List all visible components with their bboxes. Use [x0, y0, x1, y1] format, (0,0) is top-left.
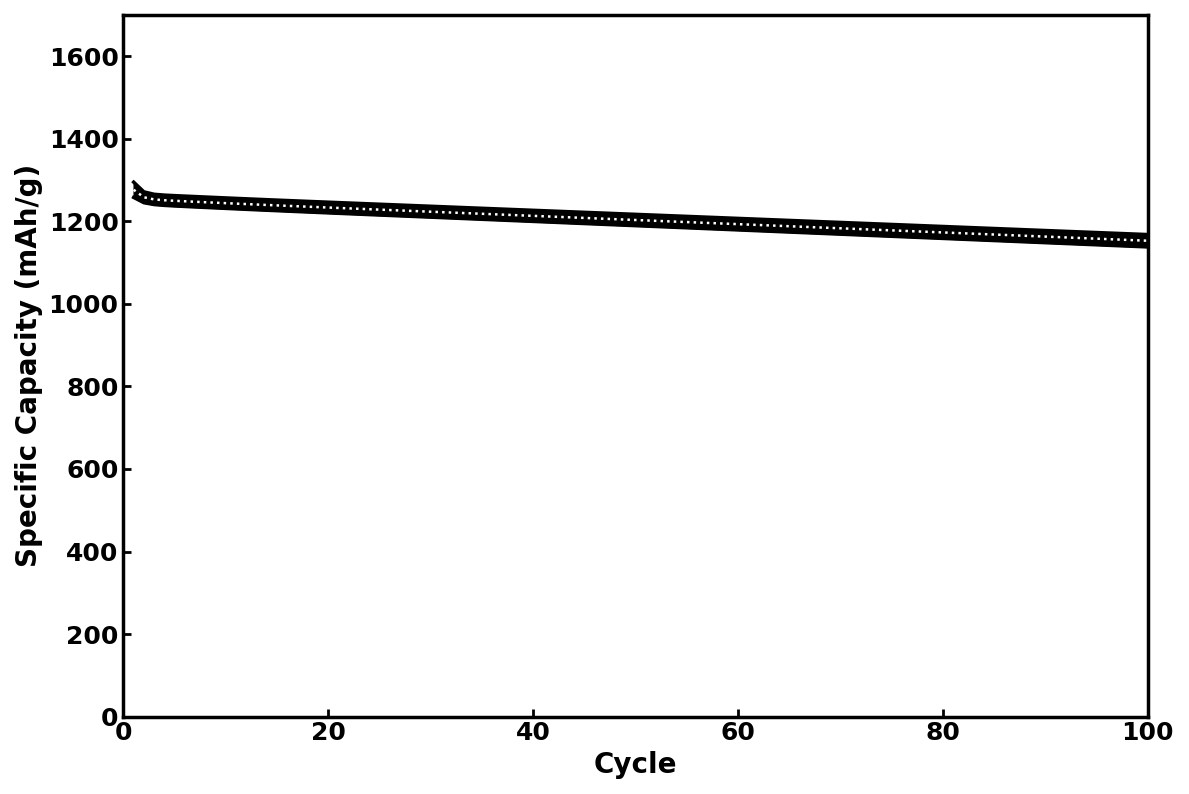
Y-axis label: Specific Capacity (mAh/g): Specific Capacity (mAh/g) [15, 164, 43, 568]
X-axis label: Cycle: Cycle [593, 751, 678, 779]
